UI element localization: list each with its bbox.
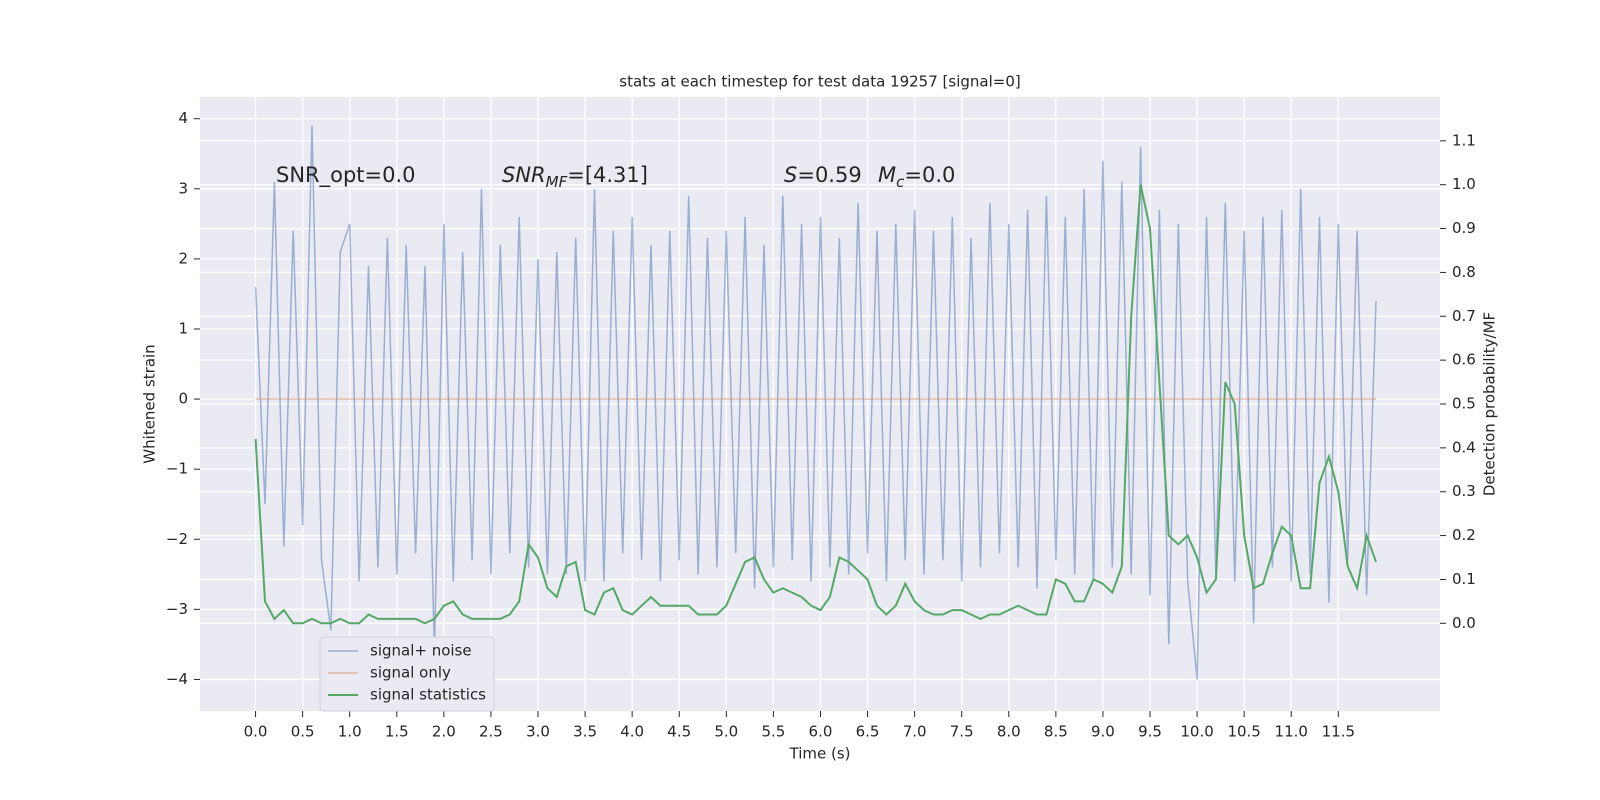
- legend-label: signal statistics: [370, 686, 486, 704]
- y2-tick-label: 1.0: [1452, 175, 1476, 193]
- x-tick-label: 8.0: [997, 723, 1021, 741]
- x-tick-label: 9.0: [1091, 723, 1115, 741]
- x-tick-label: 1.0: [338, 723, 362, 741]
- x-tick-label: 3.5: [573, 723, 597, 741]
- x-tick-label: 0.0: [244, 723, 268, 741]
- y-axis-label: Whitened strain: [141, 344, 159, 463]
- y2-tick-label: 0.2: [1452, 526, 1476, 544]
- x-tick-label: 6.0: [809, 723, 833, 741]
- annotation: SNRMF=[4.31]: [502, 163, 648, 191]
- x-tick-label: 6.5: [856, 723, 880, 741]
- annotation-rest: =[4.31]: [567, 163, 648, 187]
- y-tick-label: 3: [178, 179, 188, 197]
- annotation: Mc=0.0: [878, 163, 955, 191]
- legend-label: signal only: [370, 664, 451, 682]
- y2-tick-label: 0.8: [1452, 263, 1476, 281]
- y2-tick-label: 0.4: [1452, 438, 1476, 456]
- x-tick-label: 8.5: [1044, 723, 1068, 741]
- x-tick-label: 3.0: [526, 723, 550, 741]
- y2-tick-label: 0.3: [1452, 482, 1476, 500]
- annotation-base: SNR: [502, 163, 546, 187]
- y2-tick-label: 0.5: [1452, 395, 1476, 413]
- x-tick-label: 1.5: [385, 723, 409, 741]
- y2-tick-label: 1.1: [1452, 131, 1476, 149]
- annotation: SNR_opt=0.0: [276, 163, 416, 188]
- x-tick-label: 10.5: [1227, 723, 1260, 741]
- y-tick-label: 2: [178, 249, 188, 267]
- annotation-sub: c: [896, 173, 905, 191]
- annotation-base: M: [878, 163, 896, 187]
- y2-axis-label: Detection probability/MF: [1481, 312, 1499, 496]
- x-tick-label: 5.5: [761, 723, 785, 741]
- y-tick-label: 0: [178, 390, 188, 408]
- x-tick-label: 2.0: [432, 723, 456, 741]
- annotation-base: S: [784, 163, 797, 187]
- annotation: S=0.59: [784, 163, 862, 187]
- legend-box: [319, 636, 495, 712]
- x-tick-label: 4.5: [667, 723, 691, 741]
- y2-tick-label: 0.0: [1452, 614, 1476, 632]
- y-tick-label: 4: [178, 109, 188, 127]
- x-tick-label: 7.0: [903, 723, 927, 741]
- annotation-rest: =0.59: [797, 163, 861, 187]
- x-tick-label: 11.5: [1322, 723, 1355, 741]
- y2-tick-label: 0.9: [1452, 219, 1476, 237]
- x-tick-label: 10.0: [1180, 723, 1213, 741]
- chart-title: stats at each timestep for test data 192…: [619, 73, 1020, 91]
- y2-tick-label: 0.7: [1452, 307, 1476, 325]
- y-tick-label: −1: [166, 460, 188, 478]
- x-tick-label: 5.0: [714, 723, 738, 741]
- y-tick-label: −2: [166, 530, 188, 548]
- x-axis-label: Time (s): [789, 745, 851, 763]
- y-tick-label: −4: [166, 670, 188, 688]
- x-tick-label: 2.5: [479, 723, 503, 741]
- y-tick-label: 1: [178, 320, 188, 338]
- x-tick-label: 9.5: [1138, 723, 1162, 741]
- series-line: [254, 184, 1377, 625]
- y-tick-label: −3: [166, 600, 188, 618]
- annotation-sub: MF: [546, 173, 568, 191]
- x-tick-label: 11.0: [1275, 723, 1308, 741]
- x-tick-label: 7.5: [950, 723, 974, 741]
- y2-tick-label: 0.6: [1452, 351, 1476, 369]
- legend-label: signal+ noise: [370, 642, 472, 660]
- x-tick-label: 0.5: [291, 723, 315, 741]
- x-tick-label: 4.0: [620, 723, 644, 741]
- y2-tick-label: 0.1: [1452, 570, 1476, 588]
- annotation-rest: =0.0: [904, 163, 955, 187]
